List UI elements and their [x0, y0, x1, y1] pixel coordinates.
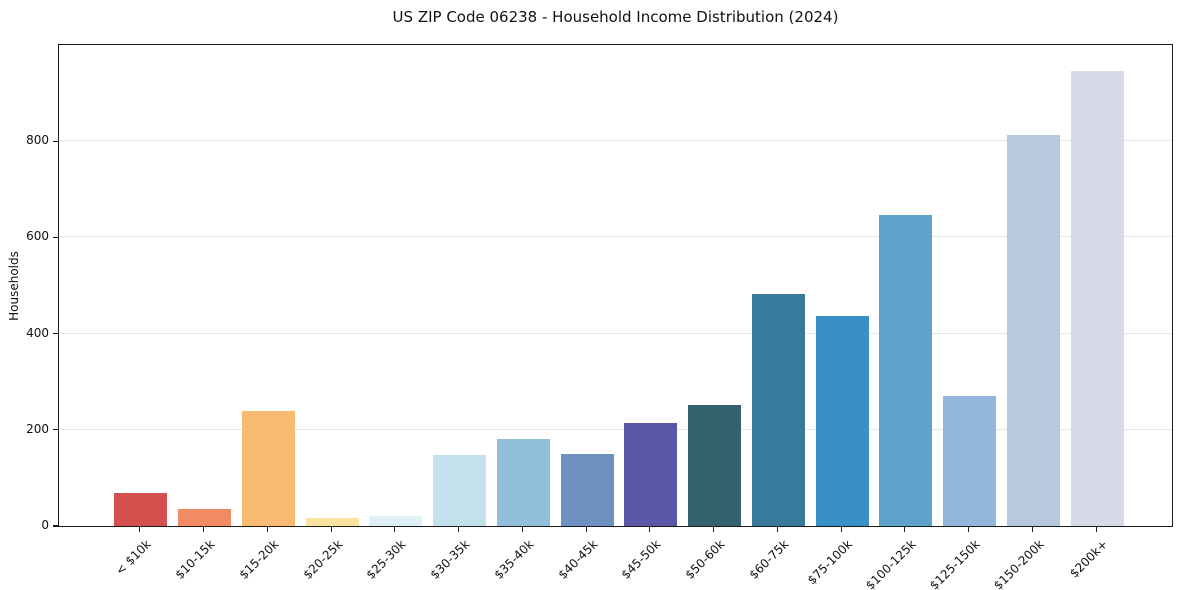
x-tick-0 — [139, 527, 141, 532]
plot-area — [58, 44, 1173, 527]
x-tick-label: $200k+ — [1066, 537, 1111, 581]
y-tick-400 — [53, 333, 58, 335]
x-tick-2 — [266, 527, 268, 532]
x-tick-label: $40-45k — [555, 537, 601, 582]
bar-200k — [1070, 70, 1124, 526]
bar-100-125k — [879, 215, 933, 526]
y-tick-200 — [53, 429, 58, 431]
x-tick-8 — [649, 527, 651, 532]
x-tick-label: $150-200k — [990, 537, 1047, 590]
bar-10-15k — [178, 508, 232, 526]
y-tick-label-200: 200 — [26, 421, 49, 436]
x-tick-label: < $10k — [112, 537, 154, 578]
x-tick-15 — [1095, 527, 1097, 532]
x-tick-label: $75-100k — [804, 537, 856, 588]
gridline-y-800 — [59, 140, 1172, 142]
x-tick-label: $15-20k — [236, 537, 282, 582]
y-tick-label-800: 800 — [26, 133, 49, 148]
bar-50-60k — [688, 405, 742, 526]
x-tick-label: $45-50k — [618, 537, 664, 582]
bar-10k — [114, 493, 168, 526]
x-tick-5 — [458, 527, 460, 532]
y-tick-600 — [53, 236, 58, 238]
x-tick-13 — [968, 527, 970, 532]
y-tick-label-0: 0 — [41, 518, 49, 532]
bar-20-25k — [305, 517, 359, 526]
y-tick-label-400: 400 — [26, 325, 49, 340]
x-tick-label: $30-35k — [427, 537, 473, 582]
x-tick-11 — [840, 527, 842, 532]
bar-150-200k — [1006, 134, 1060, 526]
x-tick-3 — [330, 527, 332, 532]
x-tick-label: $125-150k — [926, 537, 983, 590]
bar-40-45k — [560, 453, 614, 526]
x-tick-label: $20-25k — [300, 537, 346, 582]
x-tick-9 — [713, 527, 715, 532]
chart-title: US ZIP Code 06238 - Household Income Dis… — [392, 8, 839, 26]
x-tick-label: $50-60k — [682, 537, 728, 582]
x-tick-1 — [203, 527, 205, 532]
bar-45-50k — [624, 423, 678, 526]
x-tick-10 — [776, 527, 778, 532]
x-tick-14 — [1031, 527, 1033, 532]
bar-60-75k — [751, 293, 805, 526]
gridline-y-200 — [59, 428, 1172, 430]
x-tick-label: $100-125k — [863, 537, 919, 590]
y-tick-0 — [53, 525, 58, 527]
y-tick-label-600: 600 — [26, 229, 49, 244]
y-tick-800 — [53, 140, 58, 142]
gridline-y-400 — [59, 332, 1172, 334]
y-axis-label: Households — [7, 251, 21, 321]
x-tick-label: $35-40k — [491, 537, 537, 582]
x-tick-7 — [585, 527, 587, 532]
x-tick-4 — [394, 527, 396, 532]
bar-25-30k — [369, 515, 423, 526]
x-tick-6 — [521, 527, 523, 532]
bar-125-150k — [943, 395, 997, 526]
x-tick-label: $25-30k — [363, 537, 409, 582]
bar-35-40k — [496, 439, 550, 526]
bar-30-35k — [433, 455, 487, 526]
bar-75-100k — [815, 316, 869, 526]
x-tick-label: $10-15k — [172, 537, 218, 582]
x-tick-12 — [904, 527, 906, 532]
gridline-y-600 — [59, 236, 1172, 238]
x-tick-label: $60-75k — [746, 537, 792, 582]
bar-15-20k — [241, 410, 295, 526]
